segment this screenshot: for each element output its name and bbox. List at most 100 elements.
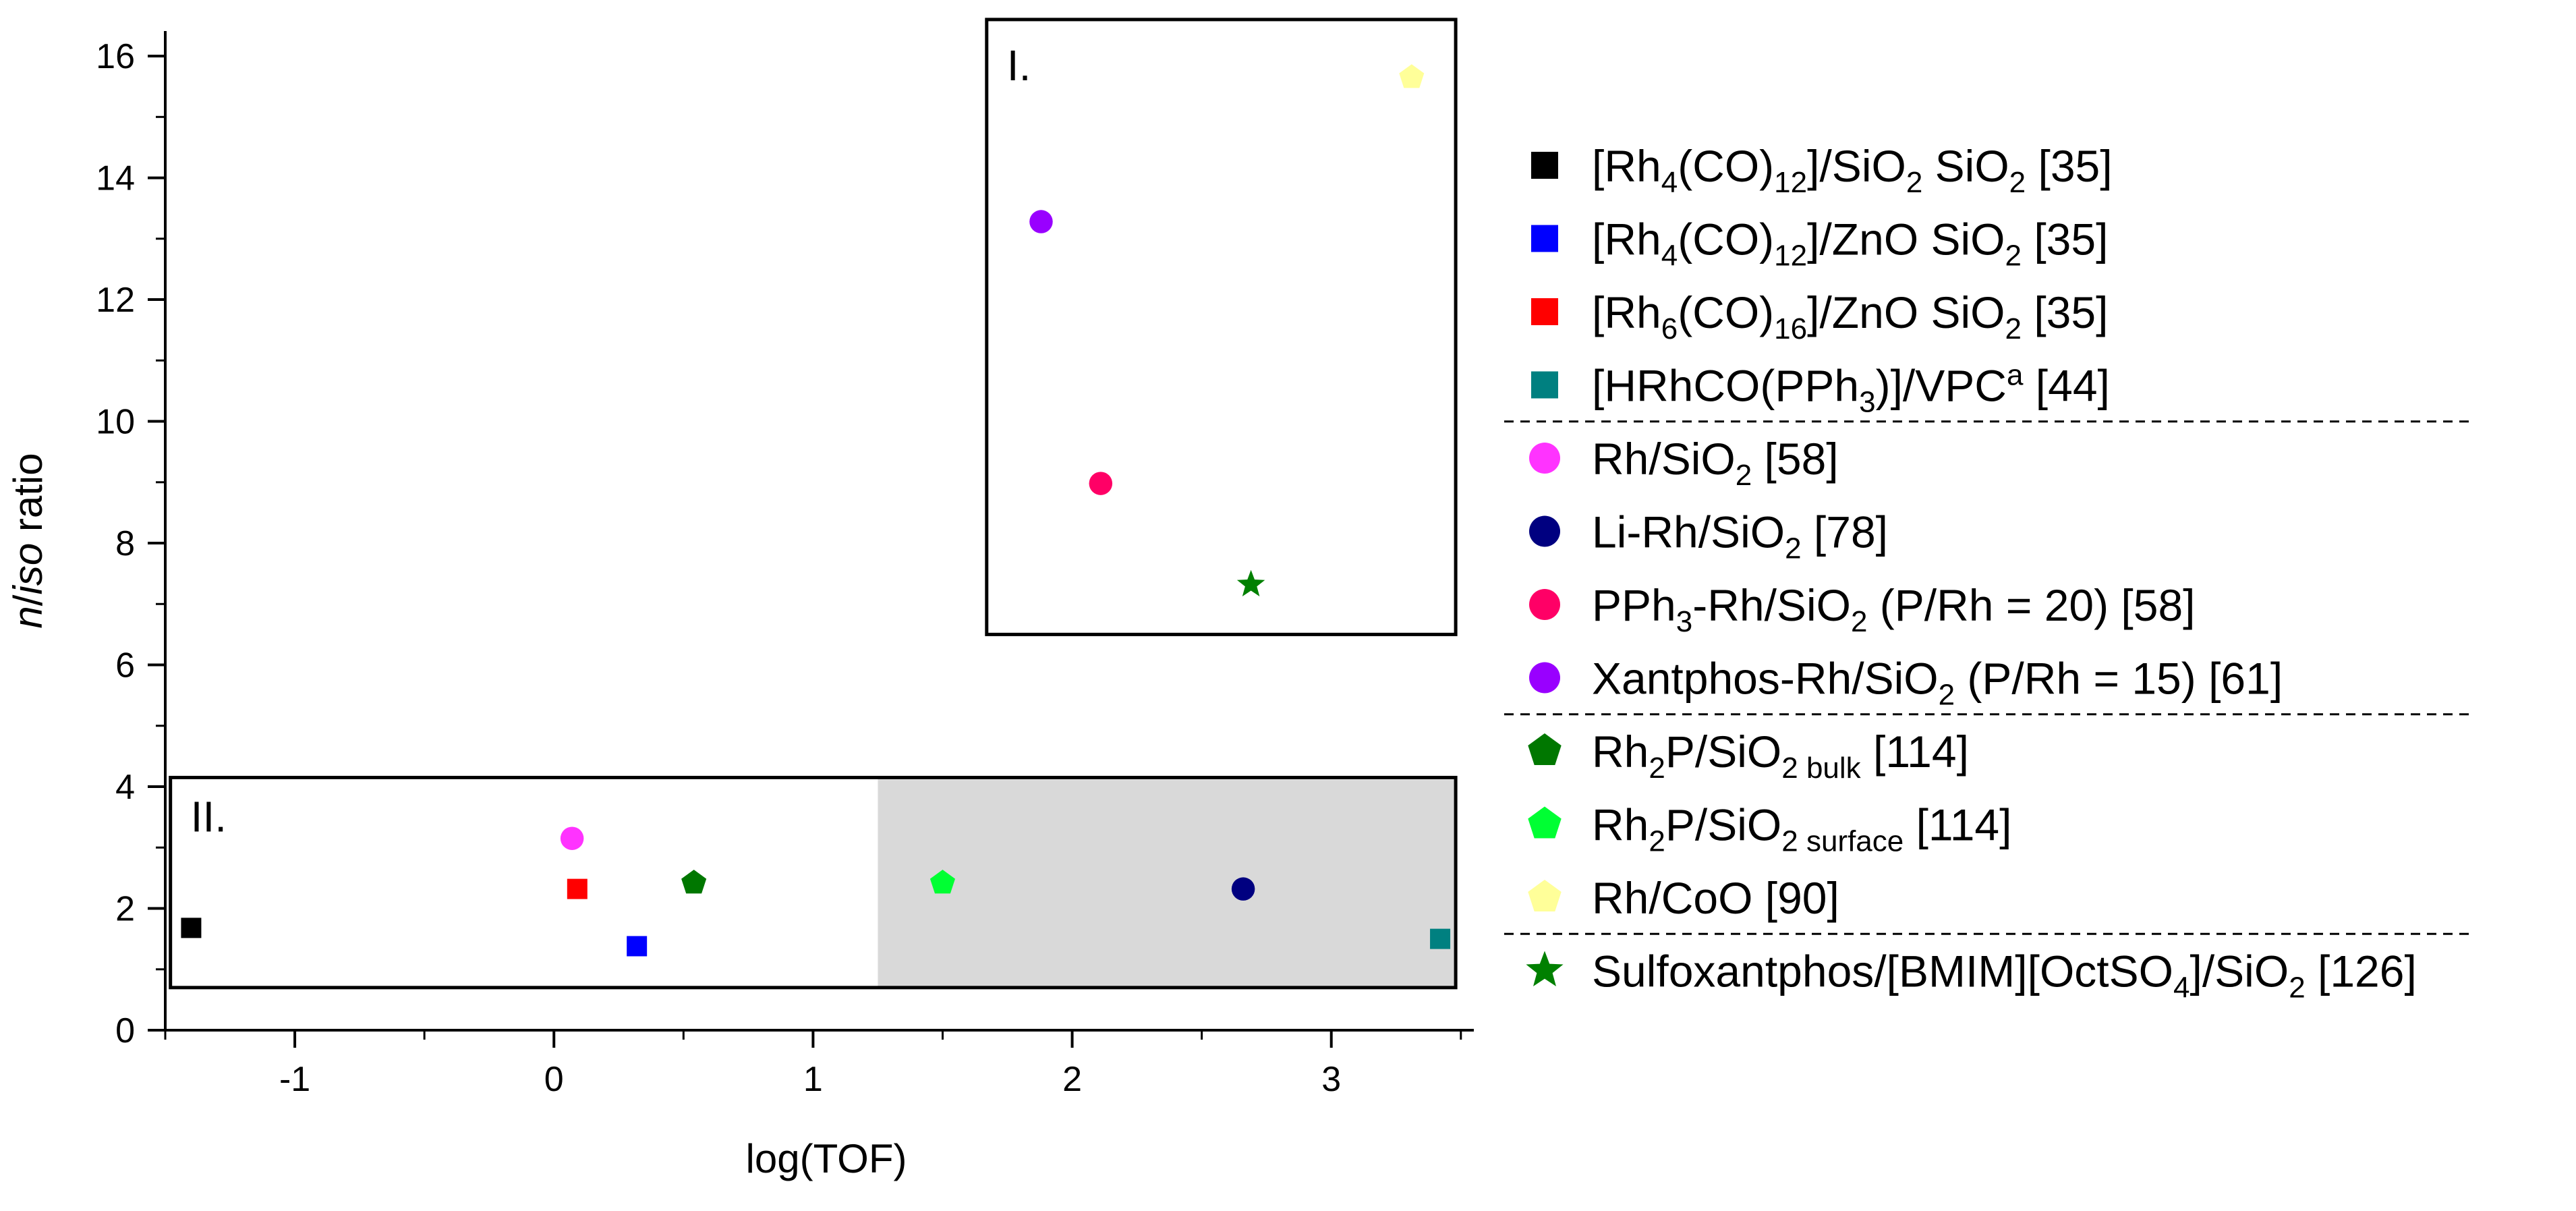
legend-label-s9: Rh2​P/SiO2 bulk​ [114] bbox=[1592, 727, 1969, 785]
legend-label-part: 6 bbox=[1661, 312, 1678, 345]
legend-label-s7: PPh3​-Rh/SiO2​ (P/Rh = 20) [58] bbox=[1592, 580, 2196, 638]
y-tick-label: 10 bbox=[96, 403, 135, 442]
data-point-s3 bbox=[567, 878, 588, 899]
region-ii-box bbox=[169, 775, 1458, 990]
legend-label-part: 2 bulk bbox=[1781, 752, 1861, 785]
legend-label-part: [114] bbox=[1904, 800, 2011, 850]
legend-label-part: 2 bbox=[2009, 166, 2026, 199]
legend-label-s3: [Rh6​(CO)16​]/ZnO SiO2​ [35] bbox=[1592, 287, 2108, 345]
legend-label-part: a bbox=[2007, 359, 2024, 392]
y-axis-title: n/iso ratio bbox=[5, 453, 51, 628]
x-tick-label: 1 bbox=[803, 1060, 823, 1099]
legend: [Rh4​(CO)12​]/SiO2​ SiO2​ [35] [Rh4​(CO)1… bbox=[1504, 141, 2475, 1005]
legend-label-s2: [Rh4​(CO)12​]/ZnO SiO2​ [35] bbox=[1592, 215, 2108, 273]
x-axis-title: log(TOF) bbox=[746, 1136, 907, 1181]
legend-label-part: 2 bbox=[1649, 752, 1665, 785]
legend-marker-s10 bbox=[1528, 806, 1562, 839]
legend-label-s6: Li-Rh/SiO2​ [78] bbox=[1592, 507, 1888, 565]
legend-label-part: Rh bbox=[1592, 727, 1649, 777]
legend-label-part: [44] bbox=[2023, 361, 2109, 411]
legend-marker-s12 bbox=[1526, 951, 1564, 986]
legend-label-part: 12 bbox=[1774, 240, 1807, 273]
region-i-box bbox=[985, 18, 1458, 636]
legend-label-part: 2 bbox=[2005, 312, 2022, 345]
legend-label-part: [HRhCO(PPh bbox=[1592, 361, 1859, 411]
legend-label-part: 2 bbox=[1736, 459, 1752, 492]
legend-marker-s9 bbox=[1528, 733, 1562, 765]
legend-label-part: [Rh bbox=[1592, 141, 1661, 191]
legend-marker-s7 bbox=[1529, 589, 1560, 620]
legend-label-part: ]/ZnO SiO bbox=[1807, 215, 2005, 264]
legend-marker-s8 bbox=[1529, 662, 1560, 694]
legend-marker-s3 bbox=[1531, 298, 1558, 325]
data-point-s2 bbox=[627, 936, 648, 957]
legend-label-part: 2 bbox=[2289, 971, 2305, 1005]
legend-label-part: SiO bbox=[1922, 141, 2009, 191]
y-tick-label: 12 bbox=[96, 281, 135, 320]
legend-marker-s2 bbox=[1531, 225, 1558, 252]
data-point-s4 bbox=[1430, 928, 1451, 949]
legend-label-part: 2 bbox=[2005, 240, 2022, 273]
data-point-s10 bbox=[929, 870, 955, 894]
data-point-s9 bbox=[681, 870, 707, 894]
region-ii-label: II. bbox=[191, 792, 227, 841]
y-tick-label: 14 bbox=[96, 159, 135, 198]
legend-label-s11: Rh/CoO [90] bbox=[1592, 873, 1839, 923]
legend-label-part: [114] bbox=[1861, 727, 1969, 777]
legend-label-part: 16 bbox=[1774, 312, 1807, 345]
data-point-s7 bbox=[1089, 472, 1113, 495]
legend-label-part: P/SiO bbox=[1665, 727, 1781, 777]
legend-label-part: 4 bbox=[1661, 240, 1678, 273]
legend-label-part: 2 bbox=[1649, 825, 1665, 858]
y-axis-title-part: ratio bbox=[5, 453, 51, 542]
legend-label-s8: Xantphos-Rh/SiO2​ (P/Rh = 15) [61] bbox=[1592, 654, 2283, 712]
legend-label-part: [35] bbox=[2022, 215, 2108, 264]
x-tick-label: 2 bbox=[1062, 1060, 1082, 1099]
legend-label-part: ]/ZnO SiO bbox=[1807, 287, 2005, 337]
y-axis-title-part: n bbox=[5, 606, 51, 628]
legend-label-part: 3 bbox=[1859, 386, 1875, 419]
legend-marker-s1 bbox=[1531, 152, 1558, 179]
legend-label-part: [Rh bbox=[1592, 287, 1661, 337]
data-point-s5 bbox=[560, 826, 584, 850]
legend-label-part: 2 bbox=[1785, 532, 1801, 565]
legend-label-part: 2 surface bbox=[1781, 825, 1904, 858]
legend-label-part: ]/SiO bbox=[1807, 141, 1906, 191]
legend-marker-s5 bbox=[1529, 443, 1560, 474]
y-tick-label: 0 bbox=[115, 1011, 135, 1050]
legend-label-part: )]/VPC bbox=[1876, 361, 2007, 411]
x-tick-label: 0 bbox=[544, 1060, 564, 1099]
legend-marker-s6 bbox=[1529, 515, 1560, 547]
legend-label-part: [Rh bbox=[1592, 215, 1661, 264]
legend-label-s10: Rh2​P/SiO2 surface​ [114] bbox=[1592, 800, 2011, 858]
legend-label-part: [58] bbox=[1752, 434, 1838, 484]
legend-label-part: Rh/CoO [90] bbox=[1592, 873, 1839, 923]
legend-label-part: (CO) bbox=[1678, 215, 1774, 264]
data-point-s6 bbox=[1231, 877, 1255, 901]
legend-label-s5: Rh/SiO2​ [58] bbox=[1592, 434, 1839, 492]
legend-label-part: 4 bbox=[2173, 971, 2189, 1005]
legend-label-part: [35] bbox=[2022, 287, 2108, 337]
data-point-s11 bbox=[1399, 64, 1425, 88]
y-tick-label: 8 bbox=[115, 524, 135, 563]
legend-label-part: 2 bbox=[1851, 605, 1867, 638]
x-tick-label: -1 bbox=[279, 1060, 310, 1099]
region-ii-shade bbox=[878, 777, 1456, 988]
x-tick-label: 3 bbox=[1321, 1060, 1341, 1099]
y-tick-label: 16 bbox=[96, 37, 135, 76]
legend-label-part: 4 bbox=[1661, 166, 1678, 199]
legend-label-part: Rh/SiO bbox=[1592, 434, 1736, 484]
legend-label-part: P/SiO bbox=[1665, 800, 1781, 850]
legend-label-part: Xantphos-Rh/SiO bbox=[1592, 654, 1939, 704]
y-axis-title-part: iso bbox=[5, 543, 51, 595]
legend-marker-s11 bbox=[1528, 880, 1562, 911]
y-tick-label: 4 bbox=[115, 768, 135, 807]
legend-label-part: ]/SiO bbox=[2189, 947, 2289, 996]
legend-marker-s4 bbox=[1531, 371, 1558, 399]
y-tick-label: 2 bbox=[115, 890, 135, 929]
legend-label-part: 2 bbox=[1906, 166, 1922, 199]
legend-label-part: (P/Rh = 20) [58] bbox=[1867, 580, 2195, 630]
legend-label-part: [126] bbox=[2306, 947, 2417, 996]
legend-label-part: Rh bbox=[1592, 800, 1649, 850]
